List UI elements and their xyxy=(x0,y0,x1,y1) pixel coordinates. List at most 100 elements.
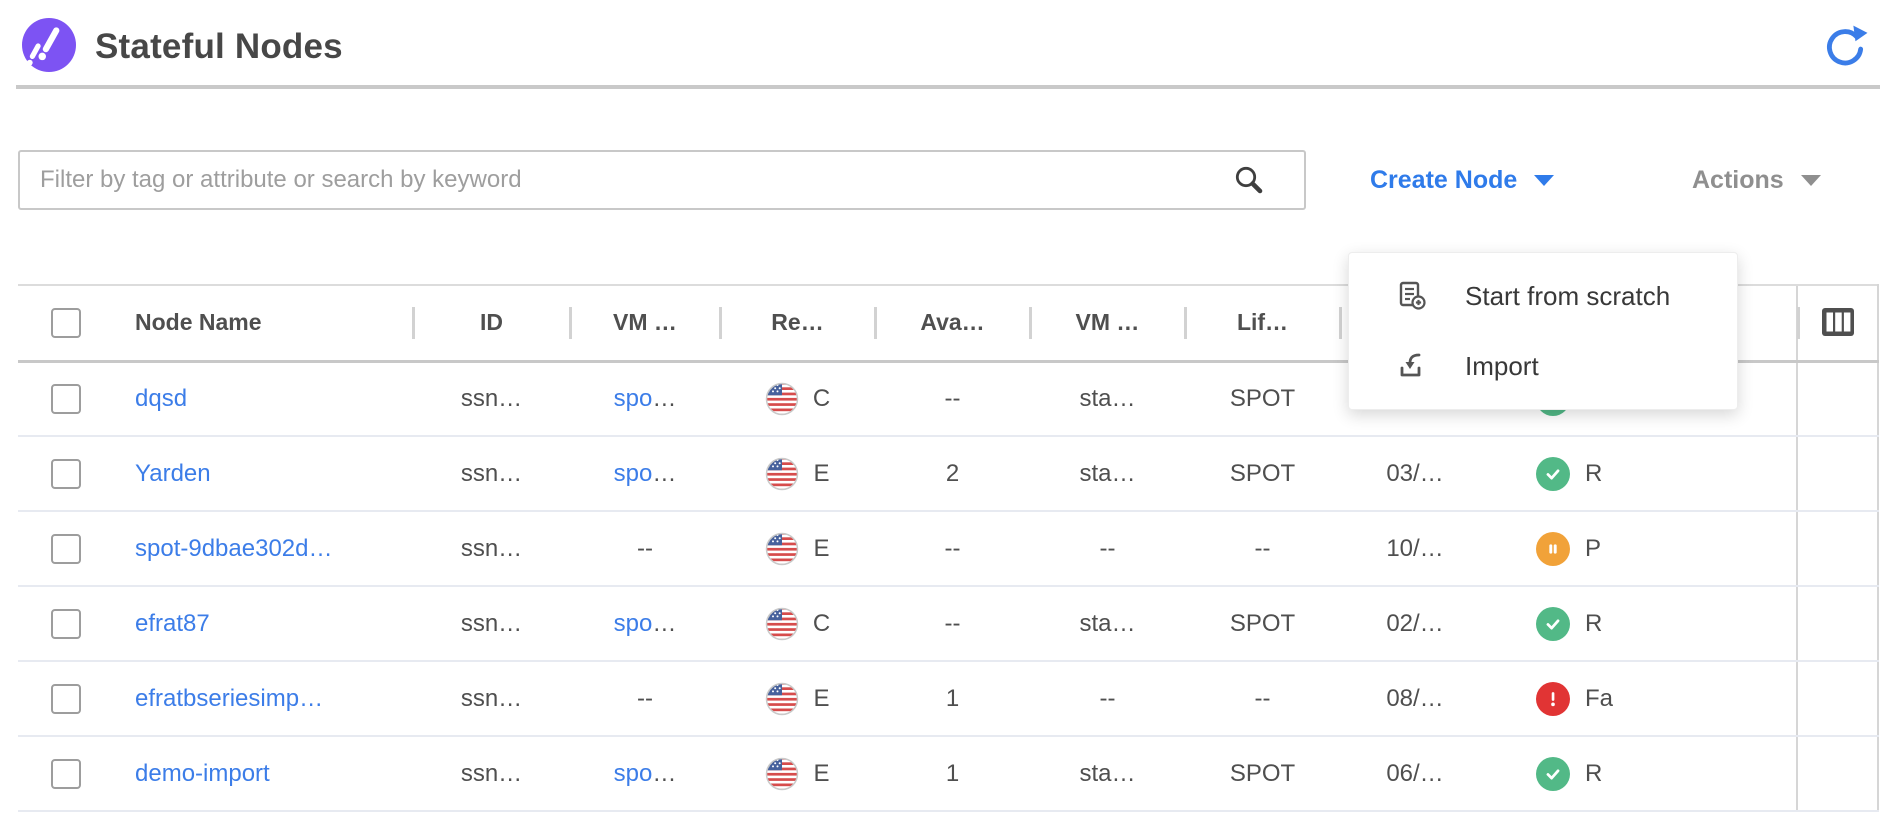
column-header-node-name: Node Name xyxy=(113,284,413,363)
select-cell xyxy=(18,586,113,662)
menu-item-import[interactable]: Import xyxy=(1349,331,1737,401)
refresh-button[interactable] xyxy=(1822,24,1868,70)
node-name-link[interactable]: demo-import xyxy=(135,759,270,787)
status-cell: R xyxy=(1490,736,1797,812)
select-cell xyxy=(18,436,113,512)
region-cell: E xyxy=(720,661,875,737)
import-icon xyxy=(1400,353,1421,377)
select-cell xyxy=(18,511,113,587)
actions-button[interactable]: Actions xyxy=(1692,150,1821,210)
region-label: E xyxy=(813,759,830,787)
chevron-down-icon xyxy=(1534,174,1555,186)
status-cell: Fa xyxy=(1490,661,1797,737)
availability-cell: -- xyxy=(875,511,1030,587)
status-cell: R xyxy=(1490,436,1797,512)
node-id-cell: ssn… xyxy=(413,586,570,662)
vm-size-cell: sta… xyxy=(1030,436,1185,512)
picker-rail-cell xyxy=(1796,586,1879,662)
truncation-ellipsis: … xyxy=(652,609,677,637)
select-all-checkbox[interactable] xyxy=(50,307,81,338)
status-failed-icon xyxy=(1536,681,1570,716)
created-cell: 03/… xyxy=(1340,436,1490,512)
truncation-ellipsis: … xyxy=(652,459,677,487)
node-id-cell: ssn… xyxy=(413,436,570,512)
page-title: Stateful Nodes xyxy=(95,27,343,66)
status-label: Fa xyxy=(1585,684,1614,712)
vm-name-link[interactable]: spo xyxy=(613,384,653,412)
vm-name-link[interactable]: spo xyxy=(613,609,653,637)
vm-name-cell: -- xyxy=(570,511,720,587)
column-header-id: ID xyxy=(413,284,570,363)
spot-logo-icon xyxy=(22,18,76,72)
availability-cell: -- xyxy=(875,586,1030,662)
vm-name-link: -- xyxy=(637,534,653,562)
row-checkbox[interactable] xyxy=(50,758,81,789)
vm-name-cell: spo… xyxy=(570,361,720,437)
node-name-link[interactable]: efrat87 xyxy=(135,609,210,637)
region-label: C xyxy=(812,384,831,412)
node-id-cell: ssn… xyxy=(413,511,570,587)
select-cell xyxy=(18,361,113,437)
region-cell: E xyxy=(720,511,875,587)
status-label: R xyxy=(1585,459,1603,487)
search-icon[interactable] xyxy=(1232,163,1266,197)
node-id-cell: ssn… xyxy=(413,361,570,437)
create-node-button[interactable]: Create Node xyxy=(1370,150,1555,210)
node-name-link[interactable]: dqsd xyxy=(135,384,188,412)
node-name-link[interactable]: efratbseriesimp… xyxy=(135,684,324,712)
table-row: Yarden ssn… spo… xyxy=(18,436,1879,512)
menu-item-start-from-scratch[interactable]: Start from scratch xyxy=(1349,261,1737,331)
us-flag-icon xyxy=(766,682,799,715)
vm-name-link[interactable]: spo xyxy=(613,759,653,787)
picker-rail-cell xyxy=(1796,361,1879,437)
column-header-lifecycle: Lif… xyxy=(1185,284,1340,363)
table-body: dqsd ssn… spo… xyxy=(18,361,1879,812)
node-name-link[interactable]: Yarden xyxy=(135,459,211,487)
region-cell: C xyxy=(720,586,875,662)
us-flag-icon xyxy=(765,607,799,640)
table-row: efrat87 ssn… spo… xyxy=(18,586,1879,662)
status-paused-icon xyxy=(1536,531,1570,566)
region-cell: E xyxy=(720,736,875,812)
column-picker-header xyxy=(1796,284,1879,363)
vm-size-cell: -- xyxy=(1030,661,1185,737)
row-checkbox[interactable] xyxy=(50,533,81,564)
column-header-region: Re… xyxy=(720,284,875,363)
region-cell: C xyxy=(720,361,875,437)
created-cell: 02/… xyxy=(1340,586,1490,662)
filter-bar xyxy=(18,150,1306,210)
row-checkbox[interactable] xyxy=(50,458,81,489)
us-flag-icon xyxy=(766,532,799,565)
picker-rail-cell xyxy=(1796,511,1879,587)
availability-cell: 2 xyxy=(875,436,1030,512)
status-running-icon xyxy=(1536,606,1570,641)
region-label: E xyxy=(813,459,830,487)
column-picker-button[interactable] xyxy=(1818,305,1858,341)
lifecycle-cell: SPOT xyxy=(1185,436,1340,512)
status-label: R xyxy=(1585,609,1603,637)
table-row: efratbseriesimp… ssn… -- xyxy=(18,661,1879,737)
truncation-ellipsis: … xyxy=(652,759,677,787)
nodes-table: Node Name ID VM … Re… Ava… VM … Lif… xyxy=(18,284,1879,812)
truncation-ellipsis: … xyxy=(652,384,677,412)
status-cell: P xyxy=(1490,511,1797,587)
created-cell: 06/… xyxy=(1340,736,1490,812)
picker-rail-cell xyxy=(1796,736,1879,812)
status-label: R xyxy=(1585,759,1603,787)
vm-size-cell: sta… xyxy=(1030,736,1185,812)
lifecycle-cell: -- xyxy=(1185,661,1340,737)
select-cell xyxy=(18,661,113,737)
created-cell: 10/… xyxy=(1340,511,1490,587)
lifecycle-cell: SPOT xyxy=(1185,586,1340,662)
row-checkbox[interactable] xyxy=(50,683,81,714)
row-checkbox[interactable] xyxy=(50,608,81,639)
node-id-cell: ssn… xyxy=(413,661,570,737)
column-header-vm-size: VM … xyxy=(1030,284,1185,363)
vm-name-link[interactable]: spo xyxy=(613,459,653,487)
node-name-link[interactable]: spot-9dbae302d… xyxy=(135,534,333,562)
region-cell: E xyxy=(720,436,875,512)
row-checkbox[interactable] xyxy=(50,383,81,414)
filter-input[interactable] xyxy=(18,150,1306,210)
columns-icon xyxy=(1821,307,1854,336)
